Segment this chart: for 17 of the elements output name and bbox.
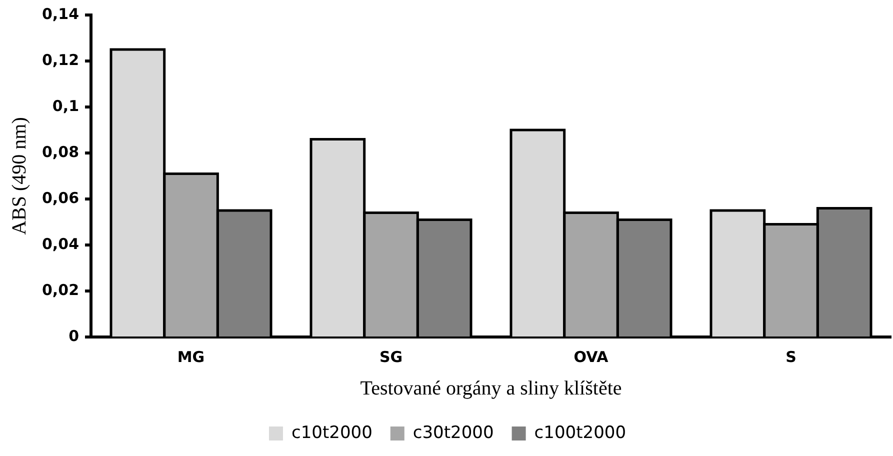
legend-label: c10t2000 (291, 422, 372, 443)
legend-label: c30t2000 (412, 422, 494, 443)
x-axis-title: Testované orgány a sliny klíštěte (360, 377, 622, 400)
y-tick-label: 0,06 (42, 188, 80, 207)
x-tick-label: SG (379, 348, 403, 366)
y-axis-title: ABS (490 nm) (8, 117, 30, 235)
y-tick-label: 0 (68, 326, 80, 345)
y-tick-label: 0,04 (42, 234, 80, 253)
x-tick-label: OVA (574, 348, 609, 366)
y-tick-label: 0,12 (42, 50, 80, 69)
y-tick-label: 0,14 (42, 4, 80, 23)
legend-label: c100t2000 (534, 422, 626, 443)
y-tick-label: 0,08 (42, 142, 80, 161)
x-tick-label: MG (177, 348, 205, 366)
x-tick-label: S (786, 348, 796, 366)
y-tick-label: 0,1 (52, 96, 80, 115)
y-tick-label: 0,02 (42, 280, 80, 299)
